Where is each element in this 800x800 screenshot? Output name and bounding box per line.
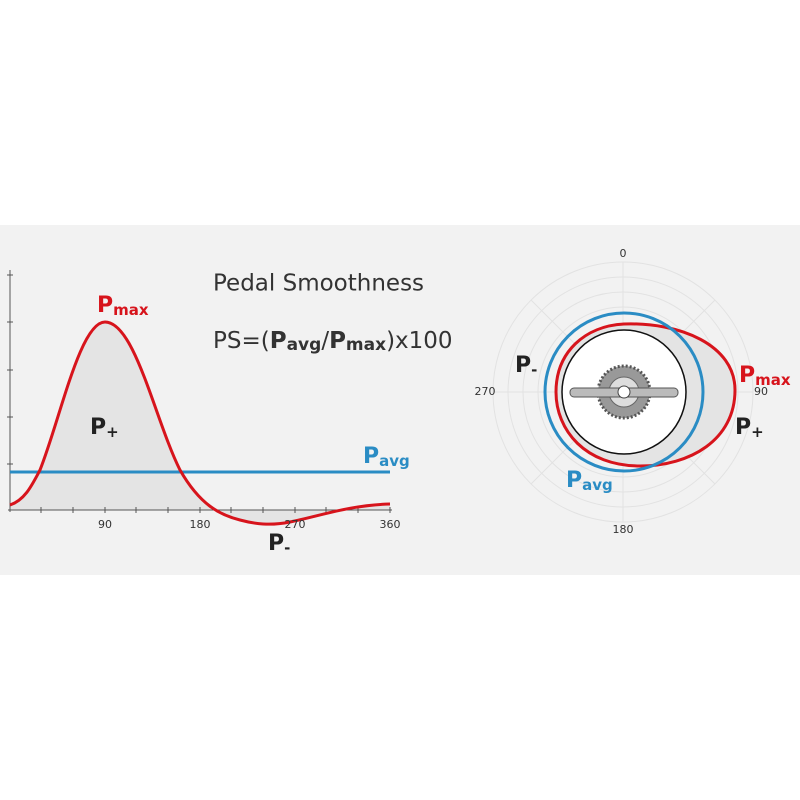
text-part: PS=( (213, 328, 270, 354)
text-part: P (268, 531, 284, 556)
text-part: P (329, 328, 346, 354)
text-part: )x100 (386, 328, 452, 354)
pminus-label: P- (268, 531, 290, 557)
text-part: P (363, 444, 379, 469)
area (10, 322, 390, 525)
text-part: + (106, 423, 119, 441)
curve-chart: 90 180 270 360 Pmax P+ Pavg P- (7, 270, 410, 557)
pplus-label: P+ (735, 415, 764, 441)
text-part: max (113, 301, 149, 319)
text-part: avg (379, 452, 410, 470)
text-part: P (515, 353, 531, 378)
text-part: / (321, 328, 329, 354)
pminus-label: P- (515, 353, 537, 379)
tick-label: 360 (380, 518, 401, 531)
text-part: P (735, 415, 751, 440)
tick-label: 0 (620, 247, 627, 260)
title: Pedal Smoothness (213, 271, 424, 297)
text-part: + (751, 423, 764, 441)
text-part: avg (287, 335, 322, 355)
tick-label: 90 (754, 385, 768, 398)
text-part: avg (582, 476, 613, 494)
pplus-label: P+ (90, 415, 119, 441)
text-part: P (90, 415, 106, 440)
text-part: P (270, 328, 287, 354)
pavg-label: Pavg (363, 444, 410, 470)
text-part: max (346, 335, 386, 355)
text-part: max (755, 371, 791, 389)
tick-label: 270 (475, 385, 496, 398)
power-curve (9, 320, 391, 526)
text-part: - (284, 539, 290, 557)
tick-label: 180 (613, 523, 634, 536)
tick-label: 270 (285, 518, 306, 531)
tick-label: 90 (98, 518, 112, 531)
formula: PS=(Pavg/Pmax)x100 (213, 328, 453, 356)
text-part: P (97, 293, 113, 318)
ticks (7, 274, 391, 513)
tick-label: 180 (190, 518, 211, 531)
avg-circle (543, 311, 705, 473)
text-part: P (739, 363, 755, 388)
pmax-label: Pmax (97, 293, 149, 319)
text-part: - (531, 361, 537, 379)
pmax-label: Pmax (739, 363, 791, 389)
pavg-label: Pavg (566, 468, 613, 494)
text-part: P (566, 468, 582, 493)
chainring (569, 364, 679, 420)
